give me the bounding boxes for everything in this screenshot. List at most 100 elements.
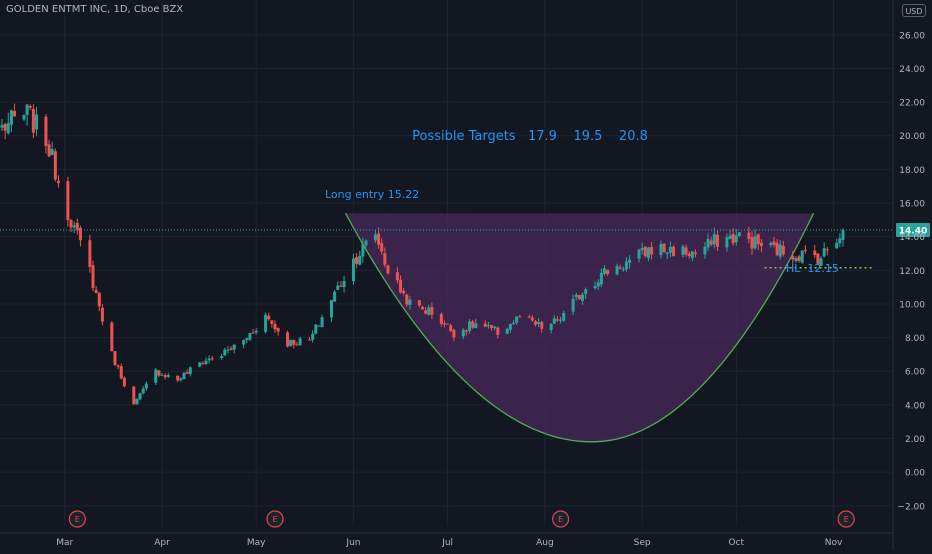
candle-body — [731, 233, 735, 244]
candle-body — [232, 344, 236, 350]
candle-body — [668, 246, 672, 253]
candle-body — [650, 246, 654, 255]
candle-body — [715, 234, 719, 247]
price-tick-label: 26.00 — [899, 31, 925, 41]
candle-body — [584, 289, 588, 294]
candle-body — [549, 323, 553, 330]
earnings-label: E — [844, 515, 849, 524]
candle-body — [333, 291, 337, 302]
candle-body — [160, 374, 164, 376]
price-tick-label: 6.00 — [905, 368, 925, 378]
candle-body — [446, 323, 450, 325]
price-tick-label: 8.00 — [905, 334, 925, 344]
candle-body — [113, 351, 117, 365]
candle-body — [712, 234, 716, 245]
candle-body — [56, 180, 60, 183]
candle-body — [439, 314, 443, 324]
candle-body — [336, 285, 340, 290]
candle-body — [527, 316, 531, 318]
candle-body — [427, 307, 431, 315]
candle-body — [289, 339, 293, 347]
candle-body — [248, 333, 252, 340]
candle-body — [753, 236, 757, 249]
candle-body — [405, 294, 409, 305]
candle-body — [596, 282, 600, 287]
grid — [0, 0, 893, 526]
time-tick-label: Apr — [154, 538, 170, 548]
candle-body — [816, 253, 820, 264]
candle-body — [628, 259, 632, 263]
price-tick-label: 22.00 — [899, 99, 925, 109]
candle-body — [615, 265, 619, 275]
candle-body — [31, 108, 35, 133]
candle-body — [122, 377, 126, 387]
candle-body — [402, 290, 406, 294]
candle-body — [94, 289, 98, 293]
candle-body — [361, 244, 365, 257]
candle-body — [72, 225, 76, 228]
candle-body — [223, 349, 227, 356]
candle-body — [399, 279, 403, 293]
candle-body — [78, 227, 82, 241]
earnings-marker — [68, 510, 86, 528]
price-tick-label: 20.00 — [899, 132, 925, 142]
price-tick-label: 24.00 — [899, 65, 925, 75]
candle-body — [35, 114, 39, 130]
candle-body — [339, 285, 343, 287]
candle-body — [835, 242, 839, 249]
candle-body — [421, 307, 424, 310]
time-tick-label: May — [247, 538, 266, 548]
candle-body — [264, 314, 268, 332]
candle-body — [201, 363, 205, 365]
candle-body — [813, 250, 817, 256]
candle-body — [800, 250, 804, 263]
candle-body — [797, 256, 801, 261]
candle-body — [97, 292, 101, 307]
earnings-label: E — [75, 515, 80, 524]
earnings-marker — [837, 510, 855, 528]
currency-badge[interactable]: USD — [902, 4, 926, 17]
candle-body — [709, 240, 713, 245]
candle-body — [204, 360, 208, 364]
candle-body — [734, 235, 738, 243]
candle-body — [471, 321, 475, 328]
candle-body — [380, 243, 384, 252]
candle-body — [646, 247, 650, 259]
candle-body — [791, 256, 795, 260]
candle-body — [229, 348, 233, 350]
candle-body — [6, 122, 10, 134]
candle-body — [298, 338, 302, 346]
long-entry-annotation: Long entry 15.22 — [325, 188, 419, 201]
candle-body — [838, 238, 842, 244]
candle-body — [69, 219, 73, 228]
candle-body — [537, 322, 541, 325]
candle-body — [703, 246, 707, 255]
candle-body — [483, 323, 487, 327]
candle-body — [176, 375, 180, 381]
candle-body — [75, 222, 79, 230]
candle-body — [659, 244, 663, 255]
candle-body — [750, 237, 754, 249]
time-tick-label: Nov — [825, 538, 843, 548]
candle-body — [100, 307, 104, 322]
candle-body — [157, 370, 161, 376]
candle-body — [493, 326, 497, 329]
candle-body — [606, 269, 610, 275]
earnings-marker — [551, 510, 570, 528]
candle-body — [138, 393, 142, 400]
candle-body — [759, 242, 763, 247]
time-axis: Mar Apr May Jun Jul Aug Sep Oct Nov E E E E — [0, 510, 893, 548]
candle-body — [276, 328, 280, 332]
candle-body — [179, 378, 183, 381]
candle-body — [559, 319, 563, 321]
candle-body — [624, 261, 628, 270]
candle-body — [351, 258, 355, 282]
candle-body — [778, 244, 782, 257]
candle-body — [207, 358, 211, 361]
symbol-title: GOLDEN ENTMT INC, 1D, Cboe BZX — [6, 4, 184, 15]
candle-body — [88, 240, 92, 267]
candle-body — [461, 329, 465, 337]
candle-body — [210, 358, 214, 360]
